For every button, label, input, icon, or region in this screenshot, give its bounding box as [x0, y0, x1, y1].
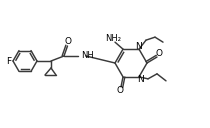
Text: N: N	[137, 75, 143, 84]
Text: F: F	[6, 56, 11, 66]
Text: O: O	[64, 38, 71, 46]
Text: O: O	[155, 50, 163, 58]
Text: NH: NH	[81, 51, 94, 61]
Text: N: N	[136, 42, 142, 51]
Text: O: O	[117, 86, 123, 95]
Text: NH₂: NH₂	[105, 34, 121, 43]
